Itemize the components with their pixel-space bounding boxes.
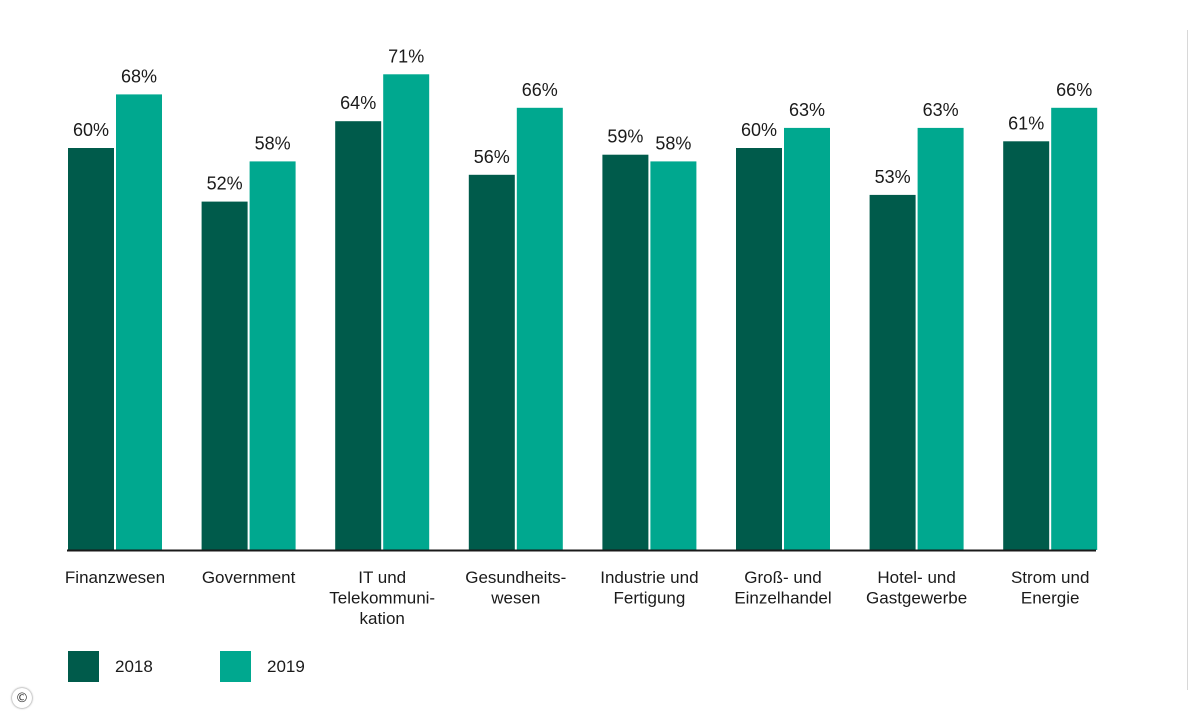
data-label-2018-1: 52% — [207, 174, 243, 194]
legend-swatch-2019 — [220, 651, 251, 682]
category-label-4-0: Industrie und — [600, 568, 698, 587]
bar-2019-2 — [383, 74, 430, 551]
bar-2019-0 — [116, 94, 162, 551]
data-label-2019-2: 71% — [388, 46, 424, 66]
data-label-2018-5: 60% — [741, 120, 777, 140]
data-label-2019-3: 66% — [522, 80, 558, 100]
bar-2018-7 — [1003, 141, 1050, 551]
bar-2018-4 — [602, 154, 649, 550]
category-label-2-0: IT und — [358, 568, 406, 587]
data-label-2018-0: 60% — [73, 120, 109, 140]
category-label-3-1: wesen — [490, 589, 540, 608]
data-label-2018-3: 56% — [474, 147, 510, 167]
bar-2019-7 — [1051, 107, 1098, 551]
legend-label-2018: 2018 — [115, 657, 153, 676]
category-label-6-0: Hotel- und — [877, 568, 955, 587]
data-label-2018-6: 53% — [875, 167, 911, 187]
legend-swatch-2018 — [68, 651, 99, 682]
bar-2018-5 — [736, 148, 782, 550]
data-label-2019-6: 63% — [923, 100, 959, 120]
bar-2019-1 — [249, 161, 296, 550]
data-label-2018-4: 59% — [607, 127, 643, 147]
data-label-2019-0: 68% — [121, 66, 157, 86]
category-label-7-0: Strom und — [1011, 568, 1089, 587]
category-label-0-0: Finanzwesen — [65, 568, 165, 587]
bar-2018-0 — [68, 148, 114, 550]
category-label-1-0: Government — [202, 568, 296, 587]
data-label-2019-5: 63% — [789, 100, 825, 120]
category-label-2-2: kation — [360, 609, 405, 628]
bar-2018-2 — [335, 121, 382, 550]
bar-2019-3 — [516, 107, 563, 551]
category-label-4-1: Fertigung — [613, 589, 685, 608]
category-label-7-1: Energie — [1021, 589, 1080, 608]
bar-2018-6 — [869, 194, 916, 550]
copyright-icon: © — [12, 688, 32, 708]
category-label-5-0: Groß- und — [744, 568, 821, 587]
frame-divider — [1187, 30, 1188, 690]
category-label-2-1: Telekommuni- — [329, 589, 435, 608]
legend-label-2019: 2019 — [267, 657, 305, 676]
bar-2019-4 — [650, 161, 697, 550]
category-label-6-1: Gastgewerbe — [866, 589, 967, 608]
data-label-2019-7: 66% — [1056, 80, 1092, 100]
category-label-3-0: Gesundheits- — [465, 568, 566, 587]
bar-2019-5 — [784, 127, 830, 551]
category-label-5-1: Einzelhandel — [734, 589, 831, 608]
data-label-2019-1: 58% — [255, 133, 291, 153]
data-label-2018-7: 61% — [1008, 113, 1044, 133]
data-label-2019-4: 58% — [655, 133, 691, 153]
bar-2019-6 — [917, 127, 964, 551]
bar-2018-3 — [468, 174, 515, 551]
bar-2018-1 — [201, 201, 248, 550]
data-label-2018-2: 64% — [340, 93, 376, 113]
